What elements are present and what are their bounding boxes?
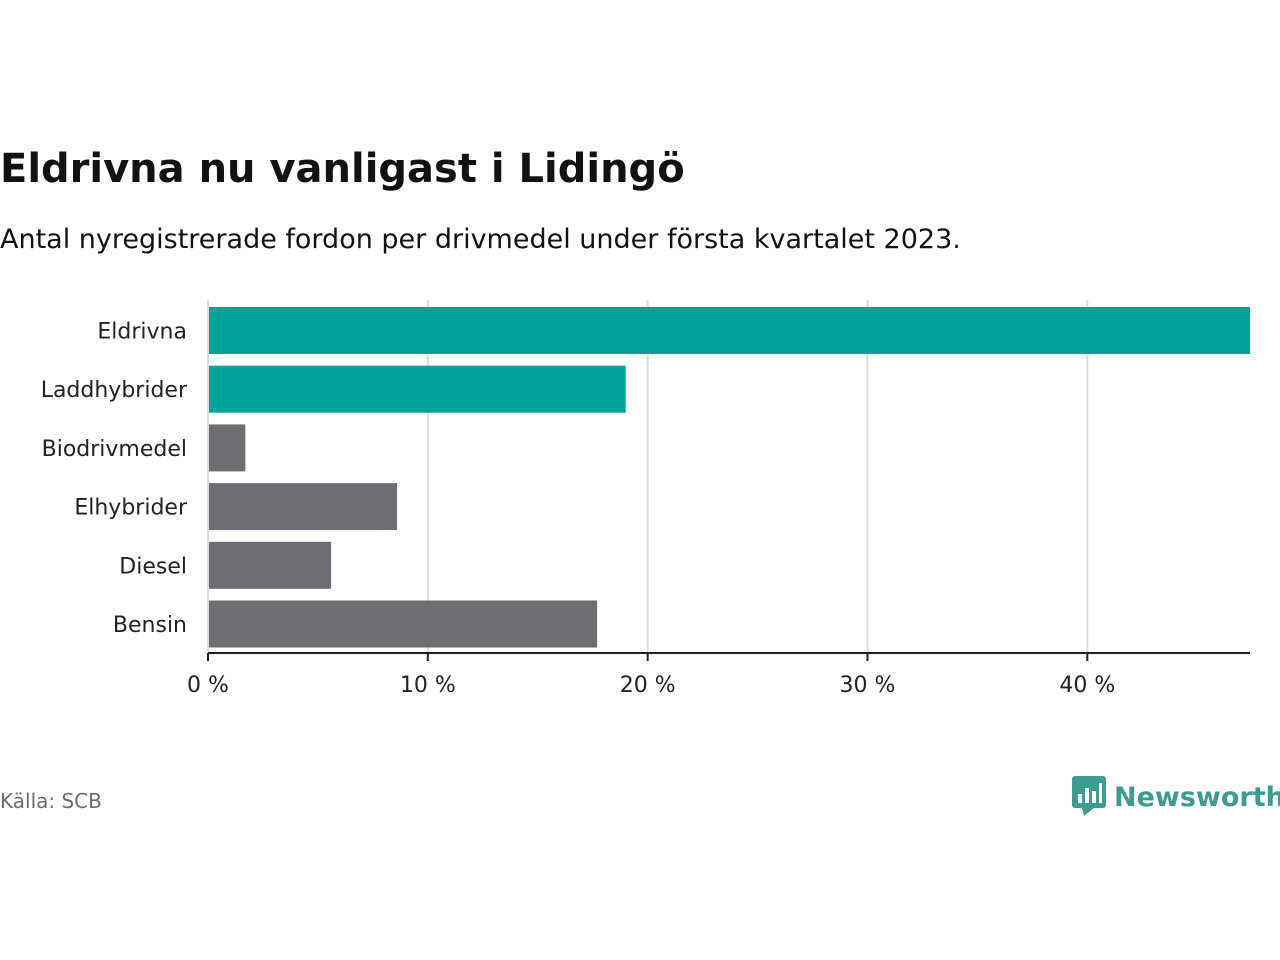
x-tick-label: 10 % (400, 673, 456, 698)
source-note: Källa: SCB (0, 789, 102, 813)
category-label: Eldrivna (97, 320, 187, 345)
category-label: Laddhybrider (41, 378, 188, 403)
x-tick-label: 40 % (1059, 673, 1115, 698)
x-tick-label: 20 % (620, 673, 676, 698)
category-label: Diesel (119, 554, 187, 579)
category-label: Elhybrider (74, 496, 188, 521)
bar-laddhybrider (208, 365, 626, 413)
x-tick-label: 0 % (187, 673, 229, 698)
category-label: Biodrivmedel (42, 437, 187, 462)
newsworthy-logo-icon (1072, 776, 1106, 816)
bar-biodrivmedel (208, 424, 246, 472)
brand-name: Newsworthy (1114, 781, 1280, 813)
bar-elhybrider (208, 483, 398, 531)
chart-subtitle: Antal nyregistrerade fordon per drivmede… (0, 224, 961, 255)
category-label: Bensin (113, 613, 187, 638)
x-tick-label: 30 % (840, 673, 896, 698)
brand-logo: Newsworthy (1072, 776, 1280, 818)
bar-diesel (208, 541, 332, 589)
bar-eldrivna (208, 307, 1250, 354)
chart-title: Eldrivna nu vanligast i Lidingö (0, 146, 685, 192)
bar-bensin (208, 600, 598, 648)
